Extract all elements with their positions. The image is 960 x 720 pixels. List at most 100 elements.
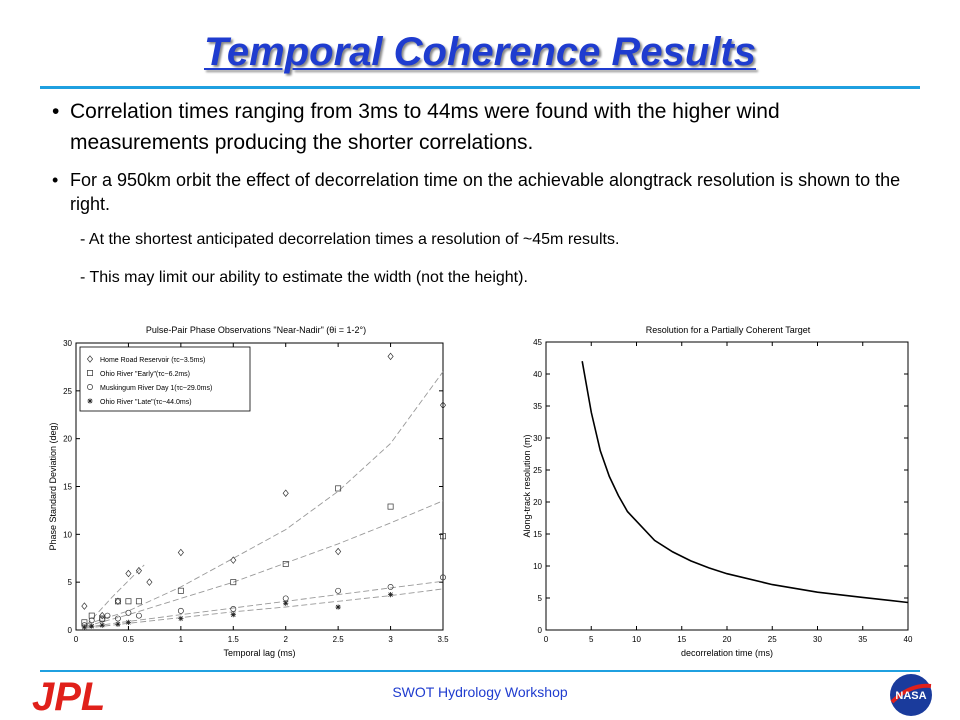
x-axis-label: Temporal lag (ms) <box>223 648 295 658</box>
data-point <box>439 401 447 409</box>
legend-label: Home Road Reservoir (τc~3.5ms) <box>100 357 205 364</box>
data-point <box>81 624 87 630</box>
bullet-text: Correlation times ranging from 3ms to 44… <box>70 100 780 154</box>
title-rule <box>40 86 920 89</box>
fit-line <box>86 564 145 626</box>
y-tick-label: 45 <box>533 338 542 347</box>
y-tick-label: 30 <box>63 339 72 348</box>
y-tick-label: 0 <box>538 626 543 635</box>
x-tick-label: 40 <box>904 635 913 644</box>
data-point <box>114 597 121 606</box>
y-axis-label: Phase Standard Deviation (deg) <box>48 422 58 550</box>
jpl-logo: JPL <box>32 678 105 714</box>
nasa-logo-text: NASA <box>895 690 926 702</box>
bullet-item: • For a 950km orbit the effect of decorr… <box>52 168 912 216</box>
data-point <box>177 607 184 614</box>
plot-frame <box>545 341 909 631</box>
slide-title: Temporal Coherence Results <box>203 30 756 74</box>
sub-point: - This may limit our ability to estimate… <box>80 269 528 286</box>
data-point <box>230 556 237 564</box>
x-tick-label: 30 <box>813 635 822 644</box>
data-point <box>99 611 106 620</box>
chart-title: Pulse-Pair Phase Observations "Near-Nadi… <box>146 325 366 335</box>
x-tick-label: 3 <box>388 635 393 644</box>
data-point <box>115 621 121 627</box>
y-tick-label: 25 <box>63 387 72 396</box>
fit-line <box>86 580 444 628</box>
data-point <box>114 598 121 605</box>
fit-line <box>86 500 444 627</box>
y-axis-label: Along-track resolution (m) <box>522 434 532 537</box>
legend-marker <box>87 384 93 390</box>
y-tick-label: 20 <box>533 498 542 507</box>
data-point <box>282 489 289 497</box>
fit-line <box>86 588 444 629</box>
x-tick-label: 10 <box>632 635 641 644</box>
y-tick-label: 25 <box>533 466 542 475</box>
y-tick-label: 20 <box>63 435 72 444</box>
data-point <box>387 584 394 590</box>
y-tick-label: 10 <box>63 530 72 539</box>
data-point <box>89 623 95 629</box>
x-tick-label: 3.5 <box>437 635 449 644</box>
data-point <box>114 615 121 622</box>
data-point <box>335 547 342 556</box>
data-point <box>99 622 105 628</box>
data-point <box>104 612 111 619</box>
chart-title: Resolution for a Partially Coherent Targ… <box>646 325 811 335</box>
y-tick-label: 5 <box>538 594 543 603</box>
phase-deviation-chart: 0 0.5 1 1.5 2 2.5 3 3.5 0 5 10 15 20 25 30 Pulse-Pair P… <box>48 325 449 658</box>
footer-text: SWOT Hydrology Workshop <box>392 684 568 700</box>
y-tick-label: 10 <box>533 562 542 571</box>
x-tick-label: 5 <box>589 635 594 644</box>
data-point <box>230 606 237 612</box>
x-tick-label: 15 <box>677 635 686 644</box>
bullet-list: • Correlation times ranging from 3ms to … <box>52 96 912 306</box>
data-point <box>283 600 289 606</box>
data-point <box>387 503 394 510</box>
y-tick-label: 15 <box>63 483 72 492</box>
data-point <box>230 579 237 586</box>
fit-line <box>86 371 444 625</box>
data-point <box>88 617 95 624</box>
bullet-dot: • <box>52 100 60 123</box>
y-tick-label: 30 <box>533 434 542 443</box>
x-tick-label: 0.5 <box>123 635 135 644</box>
data-point <box>387 352 394 361</box>
x-tick-label: 20 <box>723 635 732 644</box>
bullet-dot: • <box>52 170 59 190</box>
data-point <box>440 574 446 581</box>
data-point <box>81 602 88 610</box>
data-point <box>88 612 95 619</box>
data-point <box>387 592 394 598</box>
data-point <box>178 615 184 622</box>
data-point <box>440 533 446 540</box>
nasa-logo: NASA <box>890 674 932 716</box>
resolution-curve <box>581 361 909 604</box>
x-axis-label: decorrelation time (ms) <box>681 648 773 658</box>
data-point <box>282 561 289 567</box>
bullet-text: For a 950km orbit the effect of decorrel… <box>70 170 901 214</box>
y-tick-label: 5 <box>68 578 73 587</box>
legend-marker <box>86 355 94 363</box>
y-tick-label: 35 <box>533 402 542 411</box>
resolution-chart: 0 5 10 15 20 25 30 35 40 0 5 10 15 20 25 30 35 40 45 Resolu… <box>522 325 913 658</box>
data-point <box>177 548 184 557</box>
x-tick-label: 1.5 <box>228 635 240 644</box>
data-point <box>146 578 153 586</box>
legend-marker <box>87 370 93 376</box>
x-tick-label: 0 <box>74 635 79 644</box>
data-point <box>125 598 132 605</box>
x-tick-label: 1 <box>179 635 184 644</box>
nasa-logo-swoosh <box>890 683 932 704</box>
data-point <box>125 619 132 625</box>
sub-point: - At the shortest anticipated decorrelat… <box>80 231 620 248</box>
jpl-logo-text: JPL <box>32 678 105 714</box>
data-point <box>335 485 342 492</box>
legend-label: Ohio River "Early"(τc~6.2ms) <box>100 371 190 378</box>
y-tick-label: 40 <box>533 370 542 379</box>
x-tick-label: 35 <box>858 635 867 644</box>
data-point <box>125 609 132 616</box>
data-point <box>99 616 106 623</box>
x-tick-label: 0 <box>544 635 549 644</box>
